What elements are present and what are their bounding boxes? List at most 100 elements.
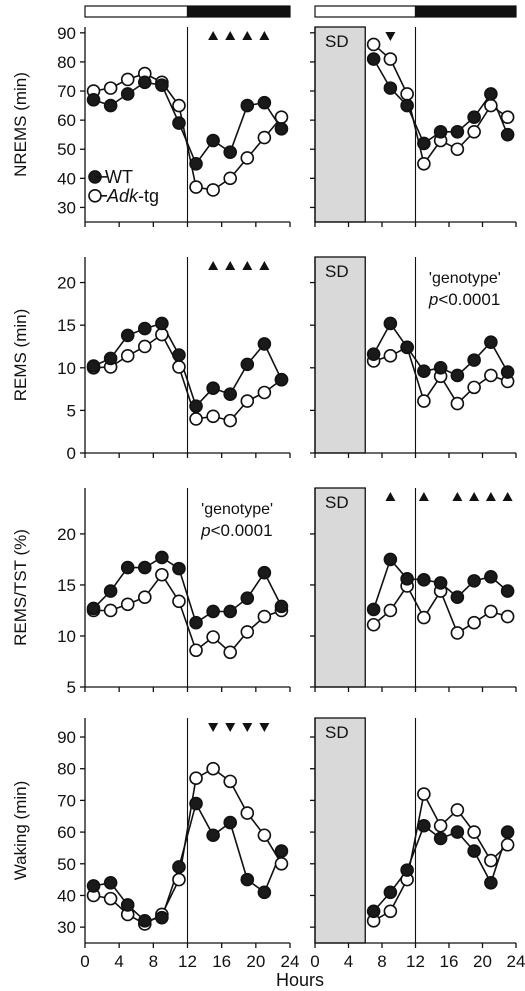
data-point-wt bbox=[417, 364, 431, 378]
light-phase-bar bbox=[84, 5, 189, 18]
data-point-adk-tg bbox=[484, 853, 498, 868]
y-tick-label: 5 bbox=[67, 401, 76, 420]
data-point-wt bbox=[484, 87, 498, 101]
y-axis-label: NREMS (min) bbox=[11, 72, 30, 177]
y-axis-label: REMS (min) bbox=[11, 309, 30, 402]
panel-1-recovery: SD bbox=[310, 5, 517, 227]
data-point-wt bbox=[240, 98, 255, 113]
data-point-adk-tg bbox=[500, 110, 515, 125]
data-point-wt bbox=[383, 316, 398, 331]
x-tick-label: 8 bbox=[377, 952, 386, 971]
y-tick-label: 90 bbox=[57, 24, 76, 43]
data-point-wt bbox=[120, 898, 135, 912]
y-tick-label: 5 bbox=[67, 678, 76, 697]
data-point-wt bbox=[274, 599, 289, 614]
data-point-wt bbox=[223, 387, 238, 402]
data-point-wt bbox=[137, 914, 152, 928]
data-point-adk-tg bbox=[103, 603, 118, 618]
data-point-wt bbox=[172, 860, 186, 874]
data-point-adk-tg bbox=[206, 761, 220, 776]
data-point-wt bbox=[450, 124, 465, 139]
data-point-adk-tg bbox=[240, 625, 255, 639]
y-tick-label: 70 bbox=[57, 791, 76, 810]
data-point-wt bbox=[433, 360, 448, 375]
data-point-wt bbox=[400, 98, 414, 113]
significance-down-marker bbox=[259, 723, 270, 732]
data-point-wt bbox=[417, 136, 431, 151]
data-point-wt bbox=[155, 78, 169, 93]
data-point-adk-tg bbox=[257, 609, 272, 624]
data-point-adk-tg bbox=[189, 180, 203, 194]
p-value-annotation: p<0.0001 bbox=[428, 290, 500, 309]
data-point-adk-tg bbox=[467, 124, 481, 139]
data-point-adk-tg bbox=[383, 52, 398, 66]
data-point-adk-tg bbox=[257, 130, 272, 145]
x-tick-label: 0 bbox=[310, 952, 319, 971]
data-point-adk-tg bbox=[484, 604, 498, 619]
panel-4-recovery: SD 0 4 8 12 16 20 24 bbox=[310, 717, 525, 971]
data-point-wt bbox=[155, 910, 169, 925]
x-tick-label: 24 bbox=[281, 952, 300, 971]
significance-up-marker bbox=[259, 261, 270, 270]
data-point-adk-tg bbox=[206, 630, 220, 644]
x-tick-label: 8 bbox=[149, 952, 158, 971]
data-point-wt bbox=[467, 574, 481, 588]
x-tick-label: 4 bbox=[344, 952, 353, 971]
significance-up-marker bbox=[225, 261, 236, 270]
data-point-adk-tg bbox=[240, 806, 255, 820]
data-point-adk-tg bbox=[172, 98, 186, 113]
data-point-wt bbox=[103, 875, 118, 890]
data-point-adk-tg bbox=[383, 349, 398, 363]
significance-up-marker bbox=[452, 492, 463, 501]
data-point-wt bbox=[206, 133, 220, 148]
data-point-wt bbox=[257, 565, 272, 580]
significance-up-marker bbox=[418, 492, 429, 501]
data-point-wt bbox=[433, 831, 448, 846]
data-point-wt bbox=[383, 885, 398, 900]
data-point-wt bbox=[450, 825, 465, 839]
data-point-wt bbox=[417, 818, 431, 833]
genotype-annotation: 'genotype' bbox=[429, 270, 501, 287]
data-point-wt bbox=[206, 381, 220, 396]
data-point-adk-tg bbox=[450, 626, 465, 640]
data-point-wt bbox=[257, 885, 272, 900]
sd-box bbox=[314, 256, 366, 454]
data-point-adk-tg bbox=[257, 385, 272, 400]
data-point-wt bbox=[120, 87, 135, 101]
data-point-adk-tg bbox=[206, 183, 220, 197]
y-tick-label: 50 bbox=[57, 855, 76, 874]
x-tick-label: 4 bbox=[114, 952, 123, 971]
data-point-wt bbox=[500, 584, 515, 598]
y-tick-label: 80 bbox=[57, 53, 76, 72]
y-tick-label: 10 bbox=[57, 359, 76, 378]
x-tick-label: 20 bbox=[473, 952, 492, 971]
data-point-wt bbox=[206, 604, 220, 619]
data-point-adk-tg bbox=[223, 413, 238, 428]
legend-label-wt: WT bbox=[105, 167, 133, 187]
data-point-wt bbox=[137, 321, 152, 336]
data-point-adk-tg bbox=[257, 828, 272, 843]
data-point-wt bbox=[366, 904, 381, 919]
data-point-adk-tg bbox=[417, 394, 431, 408]
genotype-annotation: 'genotype' bbox=[201, 501, 273, 518]
data-point-adk-tg bbox=[189, 771, 203, 786]
panel-3-recovery: SD bbox=[310, 487, 517, 692]
data-point-adk-tg bbox=[120, 597, 135, 612]
data-point-adk-tg bbox=[120, 349, 135, 363]
data-point-adk-tg bbox=[189, 643, 203, 658]
p-value: <0.0001 bbox=[211, 521, 273, 540]
dark-phase-bar bbox=[186, 5, 291, 18]
data-point-adk-tg bbox=[467, 615, 481, 630]
data-point-adk-tg bbox=[223, 774, 238, 789]
data-point-wt bbox=[189, 796, 203, 811]
data-point-adk-tg bbox=[467, 825, 481, 839]
data-point-wt bbox=[257, 337, 272, 351]
data-point-wt bbox=[257, 95, 272, 110]
data-point-wt bbox=[467, 844, 481, 858]
data-point-wt bbox=[86, 92, 101, 107]
data-point-adk-tg bbox=[417, 156, 431, 171]
data-point-wt bbox=[467, 110, 481, 125]
legend-marker-adk-tg bbox=[88, 189, 102, 203]
significance-up-marker bbox=[259, 31, 270, 40]
